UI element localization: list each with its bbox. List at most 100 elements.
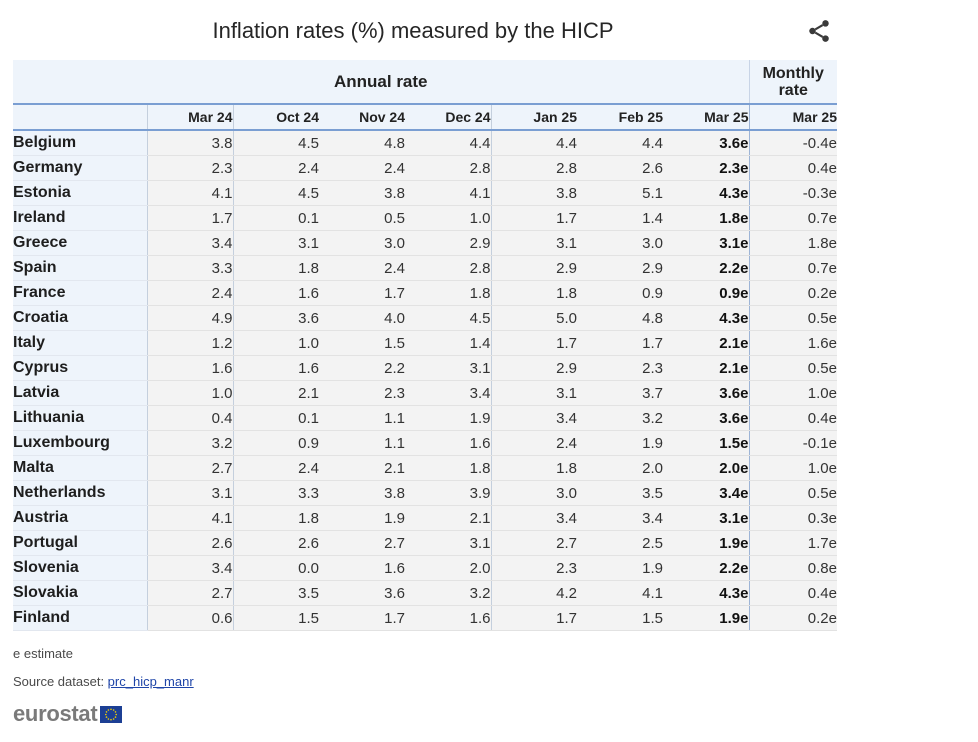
table-row: Lithuania 0.4 0.1 1.1 1.9 3.4 3.2 3.6e 0.4e <box>13 405 837 431</box>
page-title: Inflation rates (%) measured by the HICP <box>212 18 614 43</box>
value-cell: 1.4 <box>405 330 491 356</box>
value-cell: 3.7 <box>577 380 663 406</box>
value-cell: 3.6 <box>319 580 405 606</box>
value-cell: 3.6e <box>663 405 749 431</box>
value-cell: 4.1 <box>405 180 491 206</box>
value-cell: 1.6 <box>232 355 319 381</box>
table-row: Malta 2.7 2.4 2.1 1.8 1.8 2.0 2.0e 1.0e <box>13 455 837 481</box>
value-cell: -0.4e <box>748 130 837 156</box>
value-cell: 3.4 <box>490 505 577 531</box>
table-row: Slovakia 2.7 3.5 3.6 3.2 4.2 4.1 4.3e 0.4e <box>13 580 837 606</box>
value-cell: 2.0 <box>577 455 663 481</box>
value-cell: 3.2 <box>146 430 233 456</box>
value-cell: 2.5 <box>577 530 663 556</box>
value-cell: 1.8e <box>663 205 749 231</box>
value-cell: 4.4 <box>405 130 491 156</box>
column-header: Mar 24 <box>146 104 233 131</box>
value-cell: 2.3e <box>663 155 749 181</box>
value-cell: 4.0 <box>319 305 405 331</box>
country-cell: Finland <box>13 605 147 631</box>
value-cell: 3.1e <box>663 230 749 256</box>
value-cell: 2.3 <box>146 155 233 181</box>
value-cell: 3.1e <box>663 505 749 531</box>
value-cell: 4.5 <box>405 305 491 331</box>
value-cell: 1.9 <box>577 430 663 456</box>
value-cell: 5.1 <box>577 180 663 206</box>
flag-star <box>108 717 110 720</box>
value-cell: 1.8 <box>232 505 319 531</box>
value-cell: 2.2e <box>663 255 749 281</box>
column-header: Dec 24 <box>405 104 491 131</box>
value-cell: 1.8 <box>490 455 577 481</box>
value-cell: 4.3e <box>663 180 749 206</box>
value-cell: 1.6 <box>405 605 491 631</box>
value-cell: 3.4 <box>405 380 491 406</box>
value-cell: 1.6 <box>319 555 405 581</box>
value-cell: 2.6 <box>146 530 233 556</box>
value-cell: 2.3 <box>490 555 577 581</box>
value-cell: 1.8e <box>748 230 837 256</box>
value-cell: 4.9 <box>146 305 233 331</box>
table-row: Ireland 1.7 0.1 0.5 1.0 1.7 1.4 1.8e 0.7e <box>13 205 837 231</box>
table-row: Estonia 4.1 4.5 3.8 4.1 3.8 5.1 4.3e -0.3e <box>13 180 837 206</box>
share-icon[interactable] <box>806 18 832 44</box>
table-row: Croatia 4.9 3.6 4.0 4.5 5.0 4.8 4.3e 0.5e <box>13 305 837 331</box>
value-cell: 3.6e <box>663 380 749 406</box>
value-cell: 1.9 <box>405 405 491 431</box>
value-cell: 3.1 <box>232 230 319 256</box>
group-header-annual: Annual rate <box>13 60 749 105</box>
flag-star <box>105 713 108 715</box>
value-cell: 3.4 <box>577 505 663 531</box>
value-cell: 3.4 <box>146 555 233 581</box>
value-cell: 0.4 <box>146 405 233 431</box>
table-row: Cyprus 1.6 1.6 2.2 3.1 2.9 2.3 2.1e 0.5e <box>13 355 837 381</box>
value-cell: 2.4 <box>232 455 319 481</box>
value-cell: 3.3 <box>146 255 233 281</box>
value-cell: 5.0 <box>490 305 577 331</box>
value-cell: 3.2 <box>405 580 491 606</box>
value-cell: 0.9e <box>663 280 749 306</box>
table-row: Latvia 1.0 2.1 2.3 3.4 3.1 3.7 3.6e 1.0e <box>13 380 837 406</box>
country-cell: Estonia <box>13 180 147 206</box>
value-cell: 2.0 <box>405 555 491 581</box>
value-cell: 1.8 <box>232 255 319 281</box>
value-cell: 1.7 <box>146 205 233 231</box>
value-cell: 0.4e <box>748 405 837 431</box>
flag-star <box>115 715 117 718</box>
value-cell: 2.4 <box>232 155 319 181</box>
value-cell: 3.6 <box>232 305 319 331</box>
source-line: Source dataset: prc_hicp_manr <box>13 674 194 689</box>
value-cell: -0.3e <box>748 180 837 206</box>
table-body: Belgium 3.8 4.5 4.8 4.4 4.4 4.4 3.6e -0.4e German… <box>13 130 837 631</box>
estimate-note: e estimate <box>13 646 73 661</box>
flag-star <box>106 710 108 713</box>
column-header-country <box>13 104 147 131</box>
eurostat-logo[interactable]: eurostat <box>13 701 123 726</box>
value-cell: 4.5 <box>232 130 319 156</box>
value-cell: 2.2e <box>663 555 749 581</box>
value-cell: 3.0 <box>577 230 663 256</box>
country-cell: Belgium <box>13 130 147 156</box>
table-row: Portugal 2.6 2.6 2.7 3.1 2.7 2.5 1.9e 1.7e <box>13 530 837 556</box>
flag-star <box>110 718 113 720</box>
value-cell: 3.6e <box>663 130 749 156</box>
value-cell: 2.3 <box>577 355 663 381</box>
value-cell: 3.4 <box>490 405 577 431</box>
value-cell: 0.5e <box>748 355 837 381</box>
value-cell: 2.8 <box>490 155 577 181</box>
column-header: Mar 25 <box>663 104 749 131</box>
value-cell: 2.0e <box>663 455 749 481</box>
value-cell: 1.8 <box>490 280 577 306</box>
value-cell: 1.4 <box>577 205 663 231</box>
value-cell: 1.6e <box>748 330 837 356</box>
value-cell: 3.3 <box>232 480 319 506</box>
value-cell: 1.6 <box>405 430 491 456</box>
value-cell: 2.7 <box>146 455 233 481</box>
source-dataset-link[interactable]: prc_hicp_manr <box>107 674 194 689</box>
value-cell: 1.8 <box>405 280 491 306</box>
value-cell: 1.9 <box>577 555 663 581</box>
flag-star <box>108 708 110 711</box>
value-cell: 3.1 <box>490 380 577 406</box>
value-cell: 2.7 <box>319 530 405 556</box>
value-cell: 2.1e <box>663 330 749 356</box>
